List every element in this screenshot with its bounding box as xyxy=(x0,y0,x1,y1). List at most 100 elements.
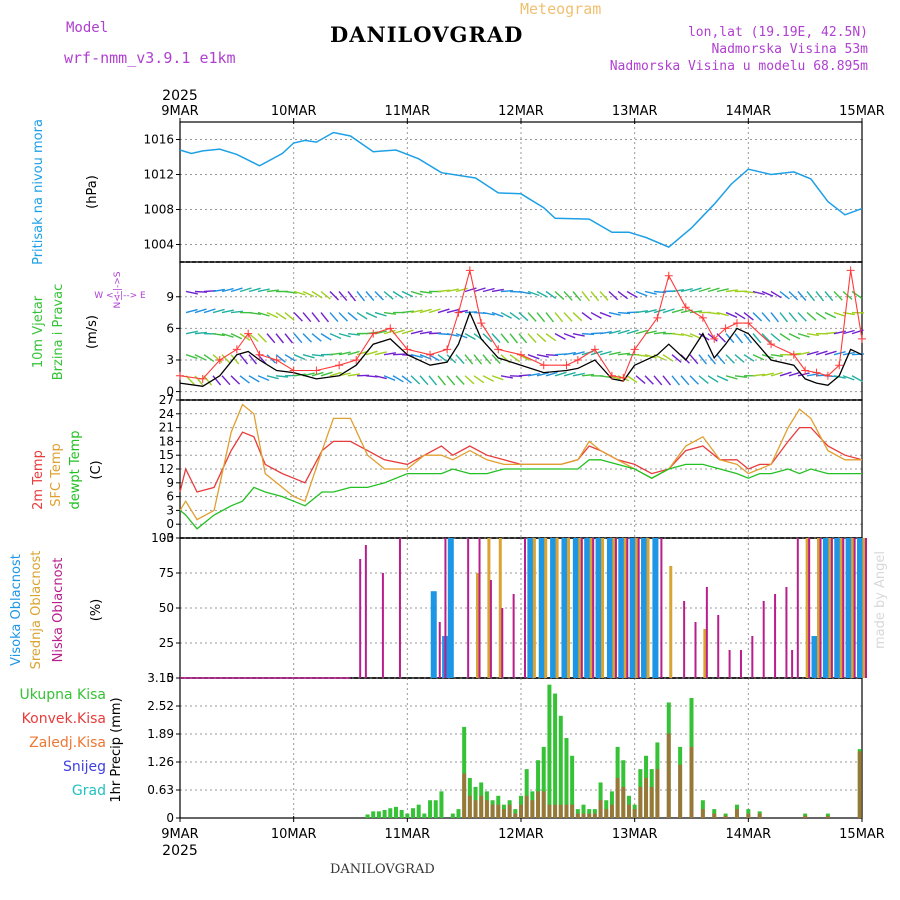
cloud-bar xyxy=(694,622,697,678)
precip-bar xyxy=(689,746,694,818)
wind-arrow xyxy=(626,329,639,335)
wind-arrow xyxy=(374,375,387,380)
y-tick-label: -3 xyxy=(162,531,174,545)
precip-bar xyxy=(609,804,614,818)
wind-arrow xyxy=(185,290,198,295)
wind-arrow xyxy=(707,375,719,383)
x-tick-label-top: 10MAR xyxy=(271,104,317,119)
wind-arrow xyxy=(266,311,279,319)
y-tick-label: 1004 xyxy=(143,238,174,252)
wind-arrow xyxy=(185,330,198,335)
gust-marker xyxy=(494,345,503,354)
wind-arrow xyxy=(338,351,351,356)
wind-arrow xyxy=(230,375,241,385)
wind-arrow xyxy=(608,311,621,316)
x-tick-label-top: 14MAR xyxy=(725,104,771,119)
precip-legend-item: Grad xyxy=(72,783,106,799)
wind-arrow xyxy=(401,329,414,335)
wind-arrow xyxy=(851,290,863,299)
y-tick-label: 6 xyxy=(166,321,174,335)
wind-arrow xyxy=(599,331,612,335)
wind-arrow xyxy=(833,351,846,356)
cloud-bar xyxy=(683,601,686,678)
x-tick-label-top: 13MAR xyxy=(612,104,658,119)
wind-arrow xyxy=(797,291,807,301)
wind-arrow xyxy=(617,311,631,315)
precip-bar xyxy=(553,693,558,818)
wind-arrow xyxy=(455,375,465,385)
wind-arrow xyxy=(311,354,324,357)
x-tick-label-top: 12MAR xyxy=(498,104,544,119)
precip-bar xyxy=(558,715,563,818)
gust-marker xyxy=(607,371,616,380)
cloud-bar xyxy=(612,538,616,678)
precip-bar xyxy=(450,813,455,818)
y-tick-label: 9 xyxy=(166,290,174,304)
wind-arrow xyxy=(761,290,774,297)
wind-arrow xyxy=(770,333,781,342)
gust-marker xyxy=(352,355,361,364)
wind-arrow xyxy=(302,354,315,359)
wind-arrow xyxy=(212,288,225,293)
wind-arrow xyxy=(815,350,828,356)
wind-arrow xyxy=(851,329,864,335)
temp-sfc-line xyxy=(179,403,862,521)
cloud-bar xyxy=(398,538,401,678)
wind-arrow xyxy=(680,375,690,386)
precip-bar xyxy=(473,800,478,818)
y-tick-label: 0 xyxy=(166,671,174,685)
wind-arrow xyxy=(770,312,780,323)
cloud-bar xyxy=(739,650,742,678)
precip-bar xyxy=(433,800,438,818)
cloud-bar xyxy=(467,538,470,678)
wind-arrow xyxy=(266,289,279,293)
x-tick-label-top: 9MAR xyxy=(161,104,198,119)
wind-arrow xyxy=(500,333,510,344)
wind-arrow xyxy=(752,312,763,322)
wind-arrow xyxy=(401,310,414,314)
gust-marker xyxy=(858,334,866,343)
cloud-bar xyxy=(580,538,583,678)
y-tick-label: 3 xyxy=(166,353,174,367)
wind-arrow xyxy=(554,333,566,341)
cloud-bar xyxy=(501,608,504,678)
gust-marker xyxy=(681,303,690,312)
wind-arrow xyxy=(221,309,234,314)
wind-arrow xyxy=(482,333,493,343)
gust-marker xyxy=(732,319,741,328)
temp-dew-ylabel: dewpt Temp xyxy=(68,430,83,509)
wind-arrow xyxy=(392,329,405,335)
precip-bar xyxy=(411,808,416,818)
cloud-bar xyxy=(476,573,480,678)
cloud-bar xyxy=(791,650,794,678)
wind-arrow xyxy=(671,308,684,314)
y-tick-label: 2.52 xyxy=(147,699,174,713)
wind-arrow xyxy=(590,291,600,302)
cloud-bar xyxy=(796,538,799,678)
pressure-line xyxy=(179,131,863,248)
wind-arrow xyxy=(698,287,711,293)
wind-arrow xyxy=(212,354,223,364)
precip-bar xyxy=(857,751,862,818)
precip-bar xyxy=(547,684,552,818)
wind-arrow xyxy=(347,332,360,336)
wind-arrow xyxy=(752,354,765,361)
wind-arrow xyxy=(689,354,699,365)
wind-arrow xyxy=(770,290,782,299)
precip-bar xyxy=(428,800,433,818)
wind-arrow xyxy=(617,290,629,300)
cloud-bar xyxy=(527,538,534,678)
precip-bar xyxy=(490,804,495,818)
x-tick-label-top: 15MAR xyxy=(839,104,885,119)
precip-bar xyxy=(558,804,563,818)
precip-bar xyxy=(678,764,683,818)
wind-arrow xyxy=(572,312,583,322)
wind-arrow xyxy=(365,291,375,302)
wind-arrow xyxy=(275,311,287,320)
precip-bar xyxy=(734,809,739,818)
wind-arrow xyxy=(635,354,648,358)
precip-bar xyxy=(393,806,398,818)
precip-bar xyxy=(462,726,467,818)
gust-marker xyxy=(176,371,184,380)
wind-arrow xyxy=(212,308,225,314)
